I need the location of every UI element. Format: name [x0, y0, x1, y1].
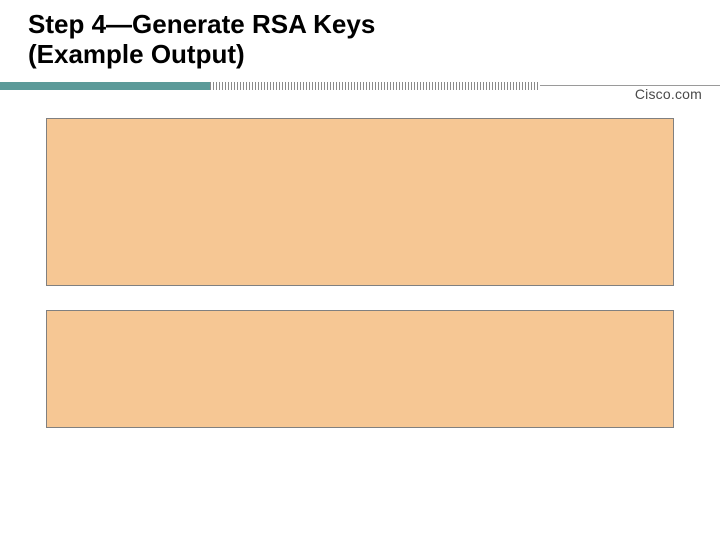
slide-title-line1: Step 4—Generate RSA Keys — [28, 10, 720, 40]
title-area: Step 4—Generate RSA Keys (Example Output… — [0, 0, 720, 76]
output-box-1 — [46, 118, 674, 286]
slide-title-line2: (Example Output) — [28, 40, 720, 70]
brand-label: Cisco.com — [635, 86, 702, 102]
output-box-2 — [46, 310, 674, 428]
divider-bar — [0, 78, 720, 94]
content-area — [0, 94, 720, 428]
divider-stripes — [210, 82, 540, 90]
divider-solid — [0, 82, 210, 90]
